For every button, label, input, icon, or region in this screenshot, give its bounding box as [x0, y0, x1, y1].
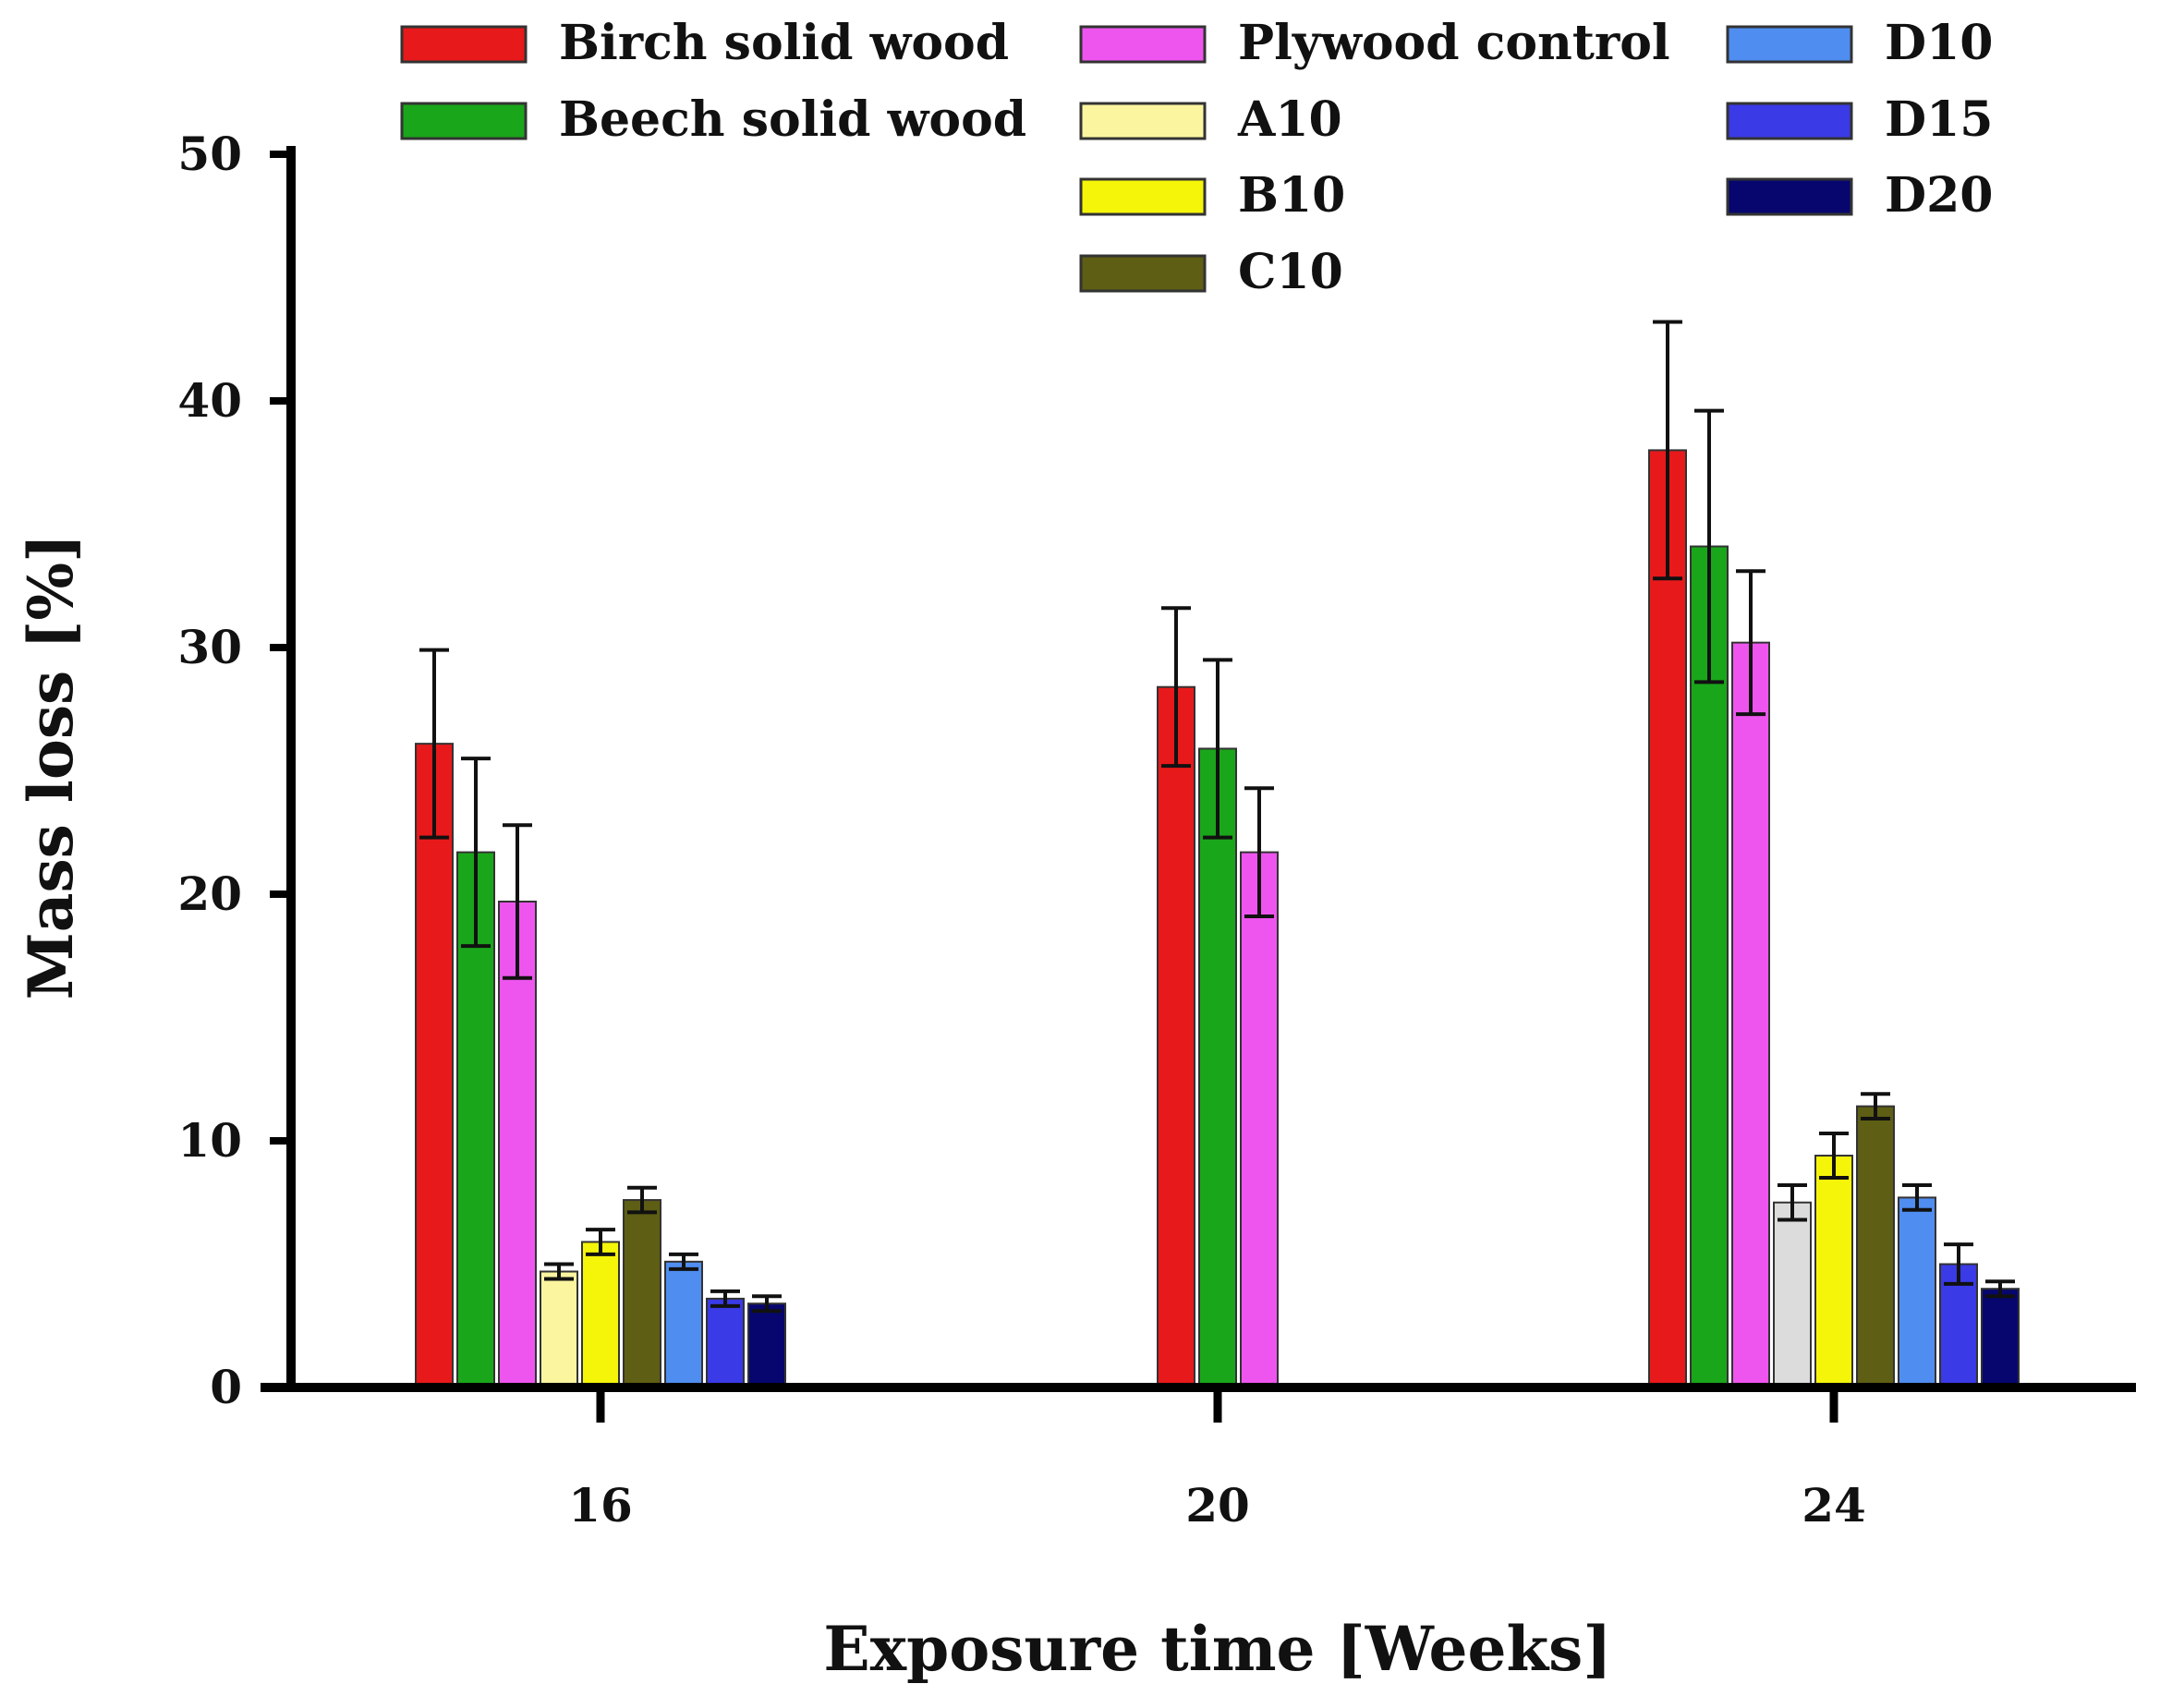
bar-birch-solid-wood-week-20 — [1157, 685, 1195, 1388]
bar-c10-week-24 — [1856, 1105, 1895, 1388]
x-tick-label-16: 16 — [568, 1478, 633, 1532]
legend-swatch-birch-solid-wood — [400, 25, 528, 64]
legend-label-b10: B10 — [1238, 167, 1345, 224]
legend-swatch-d15 — [1726, 102, 1853, 140]
legend-label-beech-solid-wood: Beech solid wood — [559, 91, 1026, 148]
legend-swatch-d20 — [1726, 177, 1853, 216]
legend-swatch-c10 — [1079, 254, 1207, 293]
y-axis-title: Mass loss [%] — [15, 534, 87, 1000]
y-tick-label-50: 50 — [177, 127, 242, 181]
bar-plywood-control-week-20 — [1240, 851, 1279, 1388]
bars — [415, 320, 2020, 1389]
bar-beech-solid-wood-week-24 — [1690, 545, 1729, 1388]
bar-d20-week-16 — [747, 1302, 786, 1388]
bar-a10-week-16 — [540, 1270, 578, 1389]
legend-label-d20: D20 — [1885, 167, 1993, 224]
bar-c10-week-16 — [623, 1199, 661, 1388]
x-tick-label-24: 24 — [1802, 1478, 1866, 1532]
y-tick-label-30: 30 — [177, 620, 242, 674]
y-tick-label-10: 10 — [177, 1113, 242, 1168]
legend-label-d15: D15 — [1885, 91, 1993, 148]
legend-swatch-plywood-control — [1079, 25, 1207, 64]
bar-birch-solid-wood-week-24 — [1648, 449, 1687, 1388]
bar-beech-solid-wood-week-20 — [1198, 747, 1237, 1388]
legend-label-c10: C10 — [1238, 244, 1343, 300]
bar-d10-week-16 — [664, 1260, 703, 1388]
legend-swatch-d10 — [1726, 25, 1853, 64]
legend-label-d10: D10 — [1885, 15, 1993, 71]
ticks: 0 10 20 30 40 50 16 20 24 — [177, 127, 1865, 1532]
legend-label-a10: A10 — [1237, 91, 1342, 148]
bar-d20-week-24 — [1981, 1288, 2020, 1388]
bar-b10-week-16 — [581, 1241, 620, 1388]
y-tick-label-0: 0 — [210, 1360, 242, 1414]
x-axis-title: Exposure time [Weeks] — [823, 1613, 1611, 1685]
bar-b10-week-24 — [1814, 1155, 1853, 1389]
bar-birch-solid-wood-week-16 — [415, 743, 454, 1388]
bar-plywood-control-week-24 — [1731, 641, 1770, 1388]
legend-label-birch-solid-wood: Birch solid wood — [559, 15, 1009, 71]
legend-label-plywood-control: Plywood control — [1238, 15, 1670, 71]
legend-swatch-beech-solid-wood — [400, 102, 528, 140]
bar-a10-week-24 — [1773, 1201, 1812, 1388]
legend-swatch-a10 — [1079, 102, 1207, 140]
y-tick-label-20: 20 — [177, 866, 242, 921]
y-tick-label-40: 40 — [177, 373, 242, 428]
bar-plywood-control-week-16 — [498, 901, 537, 1388]
bar-d10-week-24 — [1898, 1196, 1936, 1389]
legend-swatch-b10 — [1079, 177, 1207, 216]
axes — [261, 146, 2136, 1392]
bar-d15-week-16 — [706, 1297, 745, 1389]
legend: Birch solid wood Beech solid wood Plywood … — [400, 15, 1993, 300]
x-tick-label-20: 20 — [1185, 1478, 1250, 1532]
